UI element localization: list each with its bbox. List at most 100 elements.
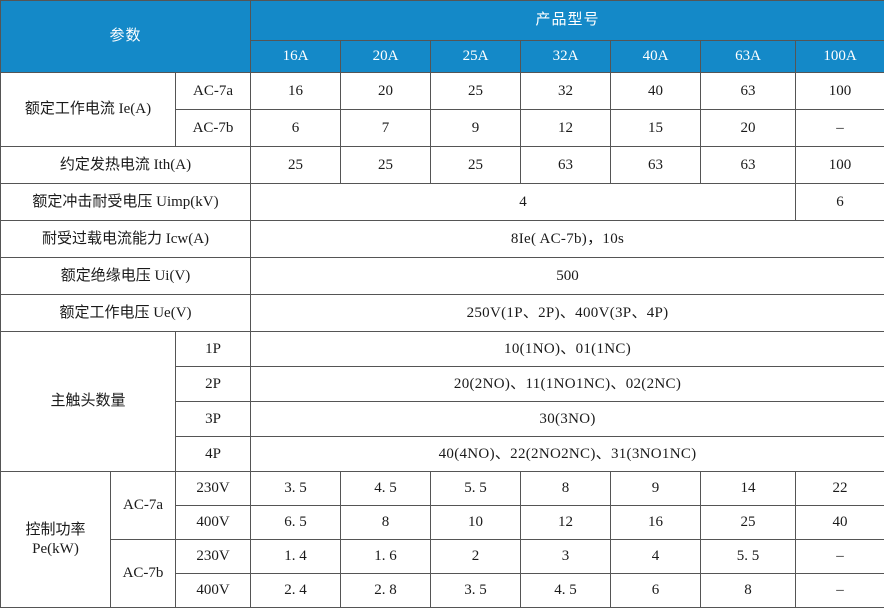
header-model-16a: 16A <box>250 40 342 73</box>
cell-rated-current-ac7a-40a: 40 <box>610 72 702 110</box>
cell-thermal-current-32a: 63 <box>520 146 612 184</box>
cell-rated-current-ac7a-32a: 32 <box>520 72 612 110</box>
cell-rated-current-ac7b-25a: 9 <box>430 109 522 147</box>
header-model-32a: 32A <box>520 40 612 73</box>
cell-rated-current-ac7b-16a: 6 <box>250 109 342 147</box>
cell-control-power-ac7b-230v-40a: 4 <box>610 539 702 574</box>
cell-main-contacts-1p-value: 10(1NO)、01(1NC) <box>250 331 884 367</box>
cell-rated-current-ac7a-16a: 16 <box>250 72 342 110</box>
cell-control-power-ac7a-230v-32a: 8 <box>520 471 612 506</box>
label-operating-voltage: 额定工作电压 Ue(V) <box>0 294 252 332</box>
cell-control-power-ac7b-400v-63a: 8 <box>700 573 797 608</box>
table-row-control-power-ac7a-230v: 控制功率 Pe(kW) AC-7a 230V 3. 5 4. 5 5. 5 8 … <box>0 471 884 608</box>
cell-control-power-ac7b-400v-40a: 6 <box>610 573 702 608</box>
label-control-power-line2: Pe(kW) <box>32 540 79 557</box>
table-row-control-power-ac7b-400v: 400V 2. 4 2. 8 3. 5 4. 5 6 8 – <box>1 573 884 608</box>
header-model-40a: 40A <box>610 40 702 73</box>
cell-control-power-ac7a-400v-20a: 8 <box>340 505 432 540</box>
label-control-power: 控制功率 Pe(kW) <box>0 471 111 608</box>
cell-control-power-ac7b-230v-63a: 5. 5 <box>700 539 797 574</box>
header-model-20a: 20A <box>340 40 432 73</box>
table-row-insulation-voltage: 额定绝缘电压 Ui(V) 500 <box>0 257 884 295</box>
cell-control-power-ac7a-400v-32a: 12 <box>520 505 612 540</box>
cell-control-power-ac7a-230v-63a: 14 <box>700 471 797 506</box>
cell-control-power-ac7b-400v-16a: 2. 4 <box>250 573 342 608</box>
sublabel-control-power-ac7b: AC-7b <box>110 539 176 608</box>
sublabel-control-power-ac7a-230v: 230V <box>174 471 252 506</box>
cell-rated-current-ac7a-100a: 100 <box>795 72 884 110</box>
cell-control-power-ac7b-230v-20a: 1. 6 <box>340 539 432 574</box>
table-row-main-contacts-4p: 4P 40(4NO)、22(2NO2NC)、31(3NO1NC) <box>1 436 884 472</box>
cell-control-power-ac7a-230v-40a: 9 <box>610 471 702 506</box>
cell-insulation-voltage-value: 500 <box>250 257 884 295</box>
cell-control-power-ac7a-230v-20a: 4. 5 <box>340 471 432 506</box>
cell-thermal-current-40a: 63 <box>610 146 702 184</box>
cell-thermal-current-63a: 63 <box>700 146 797 184</box>
cell-control-power-ac7b-400v-20a: 2. 8 <box>340 573 432 608</box>
cell-rated-current-ac7b-40a: 15 <box>610 109 702 147</box>
cell-rated-current-ac7b-100a: – <box>795 109 884 147</box>
sublabel-control-power-ac7b-400v: 400V <box>174 573 252 608</box>
table-row-overload-capacity: 耐受过载电流能力 Icw(A) 8Ie( AC-7b)，10s <box>0 220 884 258</box>
table-row-control-power-ac7b-230v: AC-7b 230V 1. 4 1. 6 2 3 4 5. 5 – <box>1 539 884 608</box>
cell-main-contacts-4p-value: 40(4NO)、22(2NO2NC)、31(3NO1NC) <box>250 436 884 472</box>
cell-control-power-ac7b-230v-100a: – <box>795 539 884 574</box>
cell-rated-current-ac7a-25a: 25 <box>430 72 522 110</box>
sublabel-main-contacts-3p: 3P <box>174 401 252 437</box>
cell-thermal-current-20a: 25 <box>340 146 432 184</box>
cell-control-power-ac7b-230v-25a: 2 <box>430 539 522 574</box>
label-overload-capacity: 耐受过载电流能力 Icw(A) <box>0 220 252 258</box>
sublabel-main-contacts-2p: 2P <box>174 366 252 402</box>
cell-control-power-ac7a-400v-25a: 10 <box>430 505 522 540</box>
table-header-row-title: 参数 产品型号 <box>0 0 884 73</box>
cell-rated-current-ac7b-32a: 12 <box>520 109 612 147</box>
sublabel-control-power-ac7a: AC-7a <box>110 471 176 540</box>
table-row-main-contacts-1p: 主触头数量 1P 10(1NO)、01(1NC) <box>0 331 884 472</box>
table-row-rated-current-ac7a: 额定工作电流 Ie(A) AC-7a 16 20 25 32 40 63 100 <box>0 72 884 147</box>
cell-control-power-ac7a-230v-100a: 22 <box>795 471 884 506</box>
cell-main-contacts-3p-value: 30(3NO) <box>250 401 884 437</box>
table-row-main-contacts-3p: 3P 30(3NO) <box>1 401 884 437</box>
cell-control-power-ac7b-400v-100a: – <box>795 573 884 608</box>
cell-rated-current-ac7a-63a: 63 <box>700 72 797 110</box>
sublabel-control-power-ac7a-400v: 400V <box>174 505 252 540</box>
cell-control-power-ac7b-230v-16a: 1. 4 <box>250 539 342 574</box>
cell-control-power-ac7a-400v-63a: 25 <box>700 505 797 540</box>
cell-impulse-voltage-100a: 6 <box>795 183 884 221</box>
cell-control-power-ac7a-230v-16a: 3. 5 <box>250 471 342 506</box>
label-impulse-voltage: 额定冲击耐受电压 Uimp(kV) <box>0 183 252 221</box>
header-parameter-label: 参数 <box>0 0 252 73</box>
cell-control-power-ac7b-230v-32a: 3 <box>520 539 612 574</box>
label-insulation-voltage: 额定绝缘电压 Ui(V) <box>0 257 252 295</box>
sublabel-main-contacts-1p: 1P <box>174 331 252 367</box>
cell-control-power-ac7a-400v-40a: 16 <box>610 505 702 540</box>
header-model-100a: 100A <box>795 40 884 73</box>
cell-impulse-voltage-main: 4 <box>250 183 797 221</box>
cell-thermal-current-16a: 25 <box>250 146 342 184</box>
header-model-25a: 25A <box>430 40 522 73</box>
cell-control-power-ac7a-400v-100a: 40 <box>795 505 884 540</box>
header-model-63a: 63A <box>700 40 797 73</box>
table-row-thermal-current: 约定发热电流 Ith(A) 25 25 25 63 63 63 100 <box>0 146 884 184</box>
cell-rated-current-ac7b-20a: 7 <box>340 109 432 147</box>
cell-operating-voltage-value: 250V(1P、2P)、400V(3P、4P) <box>250 294 884 332</box>
label-thermal-current: 约定发热电流 Ith(A) <box>0 146 252 184</box>
cell-control-power-ac7a-230v-25a: 5. 5 <box>430 471 522 506</box>
table-row-operating-voltage: 额定工作电压 Ue(V) 250V(1P、2P)、400V(3P、4P) <box>0 294 884 332</box>
label-control-power-line1: 控制功率 <box>25 521 86 538</box>
sublabel-control-power-ac7b-230v: 230V <box>174 539 252 574</box>
table-header-row-models: 16A 20A 25A 32A 40A 63A 100A <box>1 40 884 73</box>
label-main-contacts: 主触头数量 <box>0 331 176 472</box>
label-rated-current: 额定工作电流 Ie(A) <box>0 72 176 147</box>
cell-control-power-ac7b-400v-32a: 4. 5 <box>520 573 612 608</box>
cell-main-contacts-2p-value: 20(2NO)、11(1NO1NC)、02(2NC) <box>250 366 884 402</box>
cell-thermal-current-100a: 100 <box>795 146 884 184</box>
cell-control-power-ac7a-400v-16a: 6. 5 <box>250 505 342 540</box>
sublabel-rated-current-ac7a: AC-7a <box>174 72 252 110</box>
cell-overload-capacity-value: 8Ie( AC-7b)，10s <box>250 220 884 258</box>
sublabel-rated-current-ac7b: AC-7b <box>174 109 252 147</box>
header-product-model-label: 产品型号 <box>250 0 884 41</box>
cell-thermal-current-25a: 25 <box>430 146 522 184</box>
